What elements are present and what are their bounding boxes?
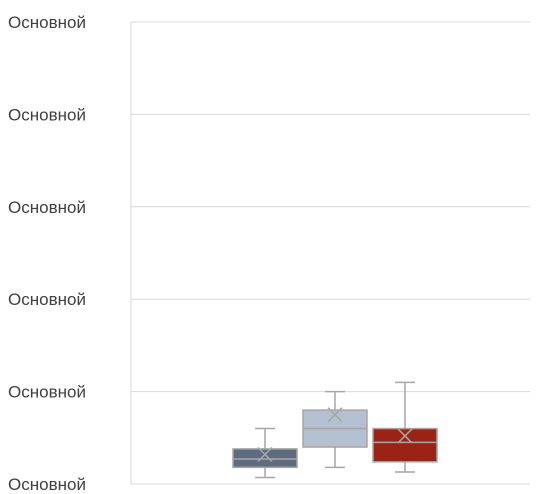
box-body (372, 427, 438, 463)
box-1 (232, 427, 298, 479)
mean-marker-b (257, 446, 273, 462)
box-body (232, 448, 298, 469)
mean-marker-b (397, 428, 413, 444)
box-3 (372, 381, 438, 473)
y-tick-label-0: Основной (8, 475, 86, 494)
gridlines (130, 21, 530, 485)
y-tick-label-5: Основной (8, 13, 86, 32)
mean-marker-b (327, 407, 343, 423)
y-tick-label-4: Основной (8, 105, 86, 124)
y-tick-label-2: Основной (8, 290, 86, 309)
y-tick-label-1: Основной (8, 383, 86, 402)
box-2 (302, 390, 368, 469)
y-tick-label-3: Основной (8, 198, 86, 217)
y-axis-tick-labels: Основной Основной Основной Основной Основной… (8, 13, 86, 494)
box-series (232, 381, 438, 479)
